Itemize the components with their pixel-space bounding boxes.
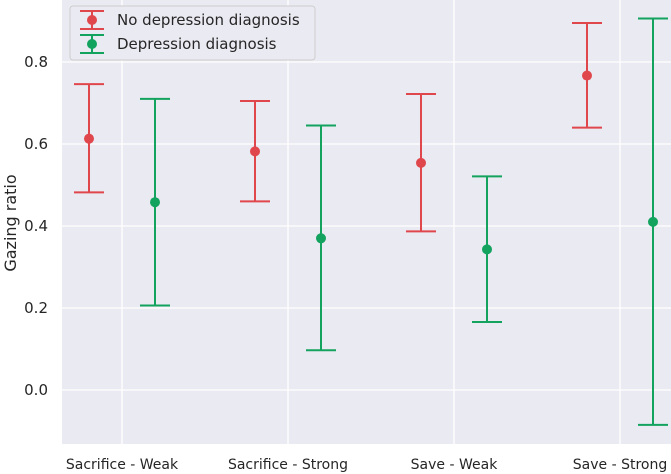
y-axis: 0.0 0.2 0.4 0.6 0.8: [24, 53, 48, 399]
data-point: [648, 216, 658, 227]
legend-label: Depression diagnosis: [117, 35, 277, 53]
series-depression: [140, 17, 668, 426]
legend: No depression diagnosis Depression diagno…: [69, 5, 316, 61]
x-tick-label: Sacrifice - Strong: [228, 457, 348, 473]
y-tick-label: 0.0: [24, 381, 48, 399]
data-point: [582, 70, 592, 81]
grid-lines: [62, 0, 671, 444]
data-point: [150, 197, 160, 208]
data-point: [84, 133, 94, 144]
data-point: [316, 233, 326, 244]
plot-area: [62, 0, 671, 444]
data-point: [416, 157, 426, 168]
x-axis: Sacrifice - Weak Sacrifice - Strong Save -…: [66, 457, 667, 473]
y-axis-label: Gazing ratio: [1, 174, 20, 271]
legend-box: [69, 5, 316, 61]
x-tick-label: Save - Weak: [411, 457, 499, 473]
y-tick-label: 0.6: [24, 135, 48, 153]
data-point: [250, 146, 260, 157]
legend-label: No depression diagnosis: [117, 11, 300, 29]
data-series: [74, 17, 668, 426]
x-tick-label: Sacrifice - Weak: [66, 457, 179, 473]
x-tick-label: Save - Strong: [573, 457, 667, 473]
series-no-depression: [74, 22, 602, 233]
legend-marker-point: [87, 15, 97, 25]
data-point: [482, 244, 492, 255]
y-tick-label: 0.4: [24, 217, 48, 235]
y-tick-label: 0.8: [24, 53, 48, 71]
legend-marker-point: [87, 39, 97, 49]
y-tick-label: 0.2: [24, 299, 48, 317]
